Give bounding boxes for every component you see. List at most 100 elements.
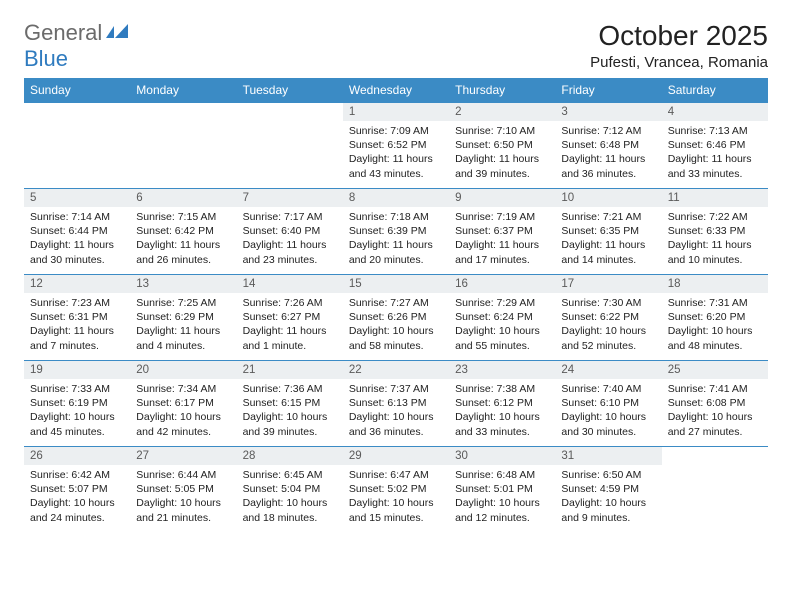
day-number: 24 xyxy=(555,361,661,379)
dow-header: Friday xyxy=(555,78,661,103)
day-details: Sunrise: 7:27 AMSunset: 6:26 PMDaylight:… xyxy=(343,293,449,358)
day-details: Sunrise: 7:10 AMSunset: 6:50 PMDaylight:… xyxy=(449,121,555,186)
calendar-week-row: 5Sunrise: 7:14 AMSunset: 6:44 PMDaylight… xyxy=(24,189,768,275)
dow-header: Thursday xyxy=(449,78,555,103)
day-number: 8 xyxy=(343,189,449,207)
dow-header: Wednesday xyxy=(343,78,449,103)
day-details: Sunrise: 7:26 AMSunset: 6:27 PMDaylight:… xyxy=(237,293,343,358)
day-details: Sunrise: 7:21 AMSunset: 6:35 PMDaylight:… xyxy=(555,207,661,272)
day-details: Sunrise: 7:22 AMSunset: 6:33 PMDaylight:… xyxy=(662,207,768,272)
day-number: 17 xyxy=(555,275,661,293)
calendar-week-row: 12Sunrise: 7:23 AMSunset: 6:31 PMDayligh… xyxy=(24,275,768,361)
day-details: Sunrise: 7:37 AMSunset: 6:13 PMDaylight:… xyxy=(343,379,449,444)
day-number: 12 xyxy=(24,275,130,293)
location: Pufesti, Vrancea, Romania xyxy=(590,54,768,71)
month-title: October 2025 xyxy=(590,20,768,52)
day-number: 4 xyxy=(662,103,768,121)
day-number: 6 xyxy=(130,189,236,207)
day-number: 20 xyxy=(130,361,236,379)
day-number: 5 xyxy=(24,189,130,207)
calendar-header-row: SundayMondayTuesdayWednesdayThursdayFrid… xyxy=(24,78,768,103)
day-number: 16 xyxy=(449,275,555,293)
calendar-table: SundayMondayTuesdayWednesdayThursdayFrid… xyxy=(24,78,768,533)
calendar-body: . . . 1Sunrise: 7:09 AMSunset: 6:52 PMDa… xyxy=(24,103,768,533)
day-number: 18 xyxy=(662,275,768,293)
day-details: Sunrise: 7:15 AMSunset: 6:42 PMDaylight:… xyxy=(130,207,236,272)
title-block: October 2025 Pufesti, Vrancea, Romania xyxy=(590,20,768,71)
calendar-day-cell: 24Sunrise: 7:40 AMSunset: 6:10 PMDayligh… xyxy=(555,361,661,447)
dow-header: Sunday xyxy=(24,78,130,103)
calendar-day-cell: 18Sunrise: 7:31 AMSunset: 6:20 PMDayligh… xyxy=(662,275,768,361)
day-details: Sunrise: 7:23 AMSunset: 6:31 PMDaylight:… xyxy=(24,293,130,358)
calendar-day-cell: 15Sunrise: 7:27 AMSunset: 6:26 PMDayligh… xyxy=(343,275,449,361)
day-details: Sunrise: 7:12 AMSunset: 6:48 PMDaylight:… xyxy=(555,121,661,186)
calendar-day-cell: 22Sunrise: 7:37 AMSunset: 6:13 PMDayligh… xyxy=(343,361,449,447)
day-details: Sunrise: 7:13 AMSunset: 6:46 PMDaylight:… xyxy=(662,121,768,186)
calendar-day-cell: 25Sunrise: 7:41 AMSunset: 6:08 PMDayligh… xyxy=(662,361,768,447)
calendar-day-cell: 4Sunrise: 7:13 AMSunset: 6:46 PMDaylight… xyxy=(662,103,768,189)
day-details: Sunrise: 7:25 AMSunset: 6:29 PMDaylight:… xyxy=(130,293,236,358)
day-details: Sunrise: 6:42 AMSunset: 5:07 PMDaylight:… xyxy=(24,465,130,530)
calendar-day-cell: 30Sunrise: 6:48 AMSunset: 5:01 PMDayligh… xyxy=(449,447,555,533)
day-number: 30 xyxy=(449,447,555,465)
day-number: 7 xyxy=(237,189,343,207)
calendar-day-cell: 14Sunrise: 7:26 AMSunset: 6:27 PMDayligh… xyxy=(237,275,343,361)
day-number: 28 xyxy=(237,447,343,465)
calendar-day-cell: 19Sunrise: 7:33 AMSunset: 6:19 PMDayligh… xyxy=(24,361,130,447)
day-number: 27 xyxy=(130,447,236,465)
logo-text-blue: Blue xyxy=(24,46,68,71)
day-number: 14 xyxy=(237,275,343,293)
day-details: Sunrise: 7:29 AMSunset: 6:24 PMDaylight:… xyxy=(449,293,555,358)
calendar-day-cell: 10Sunrise: 7:21 AMSunset: 6:35 PMDayligh… xyxy=(555,189,661,275)
day-number: 26 xyxy=(24,447,130,465)
day-details: Sunrise: 6:45 AMSunset: 5:04 PMDaylight:… xyxy=(237,465,343,530)
day-details: Sunrise: 7:30 AMSunset: 6:22 PMDaylight:… xyxy=(555,293,661,358)
calendar-day-cell: 1Sunrise: 7:09 AMSunset: 6:52 PMDaylight… xyxy=(343,103,449,189)
calendar-day-cell: 29Sunrise: 6:47 AMSunset: 5:02 PMDayligh… xyxy=(343,447,449,533)
day-details: Sunrise: 6:48 AMSunset: 5:01 PMDaylight:… xyxy=(449,465,555,530)
calendar-week-row: . . . 1Sunrise: 7:09 AMSunset: 6:52 PMDa… xyxy=(24,103,768,189)
day-details: Sunrise: 7:17 AMSunset: 6:40 PMDaylight:… xyxy=(237,207,343,272)
day-number: 10 xyxy=(555,189,661,207)
day-number: 13 xyxy=(130,275,236,293)
calendar-day-cell: 6Sunrise: 7:15 AMSunset: 6:42 PMDaylight… xyxy=(130,189,236,275)
logo-text-general: General xyxy=(24,20,102,45)
day-number: 1 xyxy=(343,103,449,121)
calendar-day-cell: . xyxy=(662,447,768,533)
day-number: 15 xyxy=(343,275,449,293)
day-number: 29 xyxy=(343,447,449,465)
dow-header: Tuesday xyxy=(237,78,343,103)
day-number: 3 xyxy=(555,103,661,121)
calendar-day-cell: 20Sunrise: 7:34 AMSunset: 6:17 PMDayligh… xyxy=(130,361,236,447)
day-details: Sunrise: 7:31 AMSunset: 6:20 PMDaylight:… xyxy=(662,293,768,358)
calendar-day-cell: 16Sunrise: 7:29 AMSunset: 6:24 PMDayligh… xyxy=(449,275,555,361)
day-number: 25 xyxy=(662,361,768,379)
calendar-week-row: 26Sunrise: 6:42 AMSunset: 5:07 PMDayligh… xyxy=(24,447,768,533)
day-number: 22 xyxy=(343,361,449,379)
calendar-day-cell: 8Sunrise: 7:18 AMSunset: 6:39 PMDaylight… xyxy=(343,189,449,275)
day-details: Sunrise: 6:50 AMSunset: 4:59 PMDaylight:… xyxy=(555,465,661,530)
dow-header: Saturday xyxy=(662,78,768,103)
calendar-day-cell: 31Sunrise: 6:50 AMSunset: 4:59 PMDayligh… xyxy=(555,447,661,533)
day-details: Sunrise: 7:09 AMSunset: 6:52 PMDaylight:… xyxy=(343,121,449,186)
day-details: Sunrise: 7:18 AMSunset: 6:39 PMDaylight:… xyxy=(343,207,449,272)
calendar-day-cell: 17Sunrise: 7:30 AMSunset: 6:22 PMDayligh… xyxy=(555,275,661,361)
day-number: 2 xyxy=(449,103,555,121)
header: General Blue October 2025 Pufesti, Vranc… xyxy=(24,20,768,72)
calendar-day-cell: 13Sunrise: 7:25 AMSunset: 6:29 PMDayligh… xyxy=(130,275,236,361)
day-number: 21 xyxy=(237,361,343,379)
calendar-day-cell: . xyxy=(237,103,343,189)
day-number: 23 xyxy=(449,361,555,379)
day-details: Sunrise: 7:34 AMSunset: 6:17 PMDaylight:… xyxy=(130,379,236,444)
calendar-day-cell: 21Sunrise: 7:36 AMSunset: 6:15 PMDayligh… xyxy=(237,361,343,447)
day-number: 31 xyxy=(555,447,661,465)
calendar-day-cell: 28Sunrise: 6:45 AMSunset: 5:04 PMDayligh… xyxy=(237,447,343,533)
day-details: Sunrise: 7:14 AMSunset: 6:44 PMDaylight:… xyxy=(24,207,130,272)
day-number: 19 xyxy=(24,361,130,379)
day-details: Sunrise: 7:40 AMSunset: 6:10 PMDaylight:… xyxy=(555,379,661,444)
calendar-day-cell: 7Sunrise: 7:17 AMSunset: 6:40 PMDaylight… xyxy=(237,189,343,275)
calendar-week-row: 19Sunrise: 7:33 AMSunset: 6:19 PMDayligh… xyxy=(24,361,768,447)
logo-flag-icon xyxy=(106,20,130,46)
calendar-day-cell: . xyxy=(130,103,236,189)
calendar-day-cell: 3Sunrise: 7:12 AMSunset: 6:48 PMDaylight… xyxy=(555,103,661,189)
